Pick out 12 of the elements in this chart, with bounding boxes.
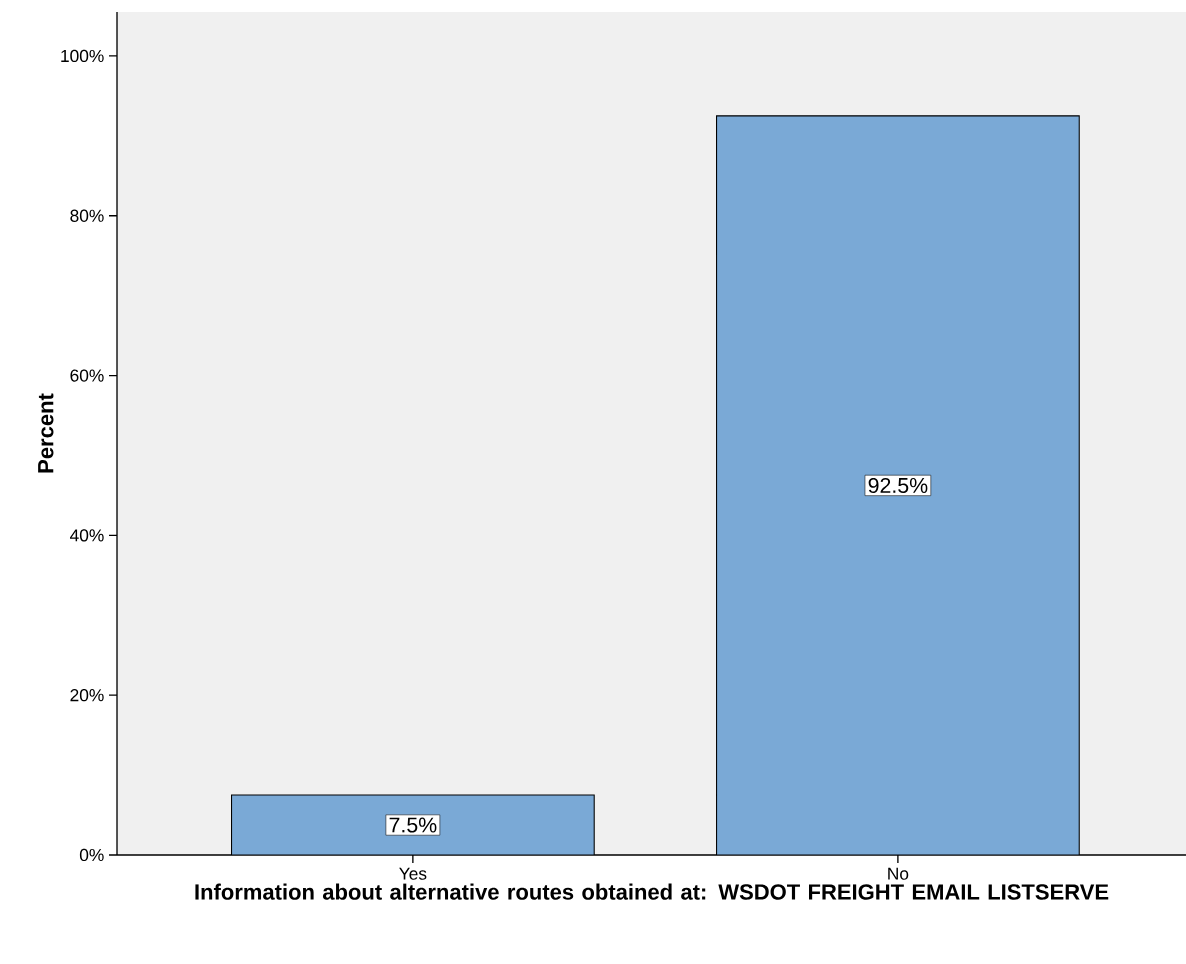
y-tick-label: 60% bbox=[70, 369, 104, 382]
y-tick-label: 20% bbox=[70, 689, 104, 702]
y-tick-label: 0% bbox=[79, 848, 104, 862]
x-axis-title: Information about alternative routes obtained at: WSDOT FREIGHT EMAIL LISTSERVE bbox=[195, 883, 1109, 900]
y-tick-label: 40% bbox=[70, 529, 104, 542]
data-label: 7.5% bbox=[389, 817, 437, 833]
y-tick-label: 100% bbox=[61, 49, 104, 63]
x-tick-label: Yes bbox=[399, 867, 427, 880]
x-tick-label: No bbox=[888, 867, 909, 880]
y-axis-title: Percent bbox=[38, 393, 54, 473]
y-tick-label: 80% bbox=[70, 209, 104, 222]
data-label: 92.5% bbox=[868, 477, 928, 493]
